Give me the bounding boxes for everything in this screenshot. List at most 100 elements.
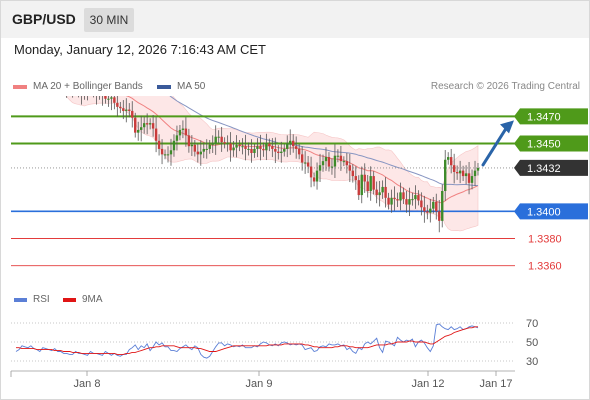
candle-body bbox=[238, 144, 241, 147]
candle-body bbox=[455, 172, 459, 174]
candle-body bbox=[306, 162, 310, 167]
candle-body bbox=[259, 146, 262, 149]
candle-body bbox=[354, 176, 357, 181]
candle-body bbox=[324, 157, 328, 162]
source-label: Research © 2026 Trading Central bbox=[430, 81, 580, 92]
candle-body bbox=[211, 143, 214, 145]
candle-body bbox=[175, 135, 179, 141]
candle-body bbox=[253, 148, 256, 153]
forecast-arrow-head bbox=[500, 120, 514, 134]
candle-body bbox=[98, 93, 100, 94]
candle-body bbox=[286, 143, 289, 149]
rsi-ma-line bbox=[16, 326, 478, 355]
candle-body bbox=[145, 123, 149, 125]
candle-body bbox=[399, 192, 402, 201]
candle-body bbox=[315, 170, 319, 182]
candle-body bbox=[208, 144, 211, 149]
candle-body bbox=[134, 117, 137, 133]
candle-body bbox=[154, 128, 158, 141]
candle-body bbox=[190, 144, 194, 147]
candle-body bbox=[232, 147, 235, 151]
candle-body bbox=[438, 211, 441, 221]
candle-body bbox=[366, 181, 369, 191]
candle-body bbox=[202, 148, 205, 152]
candle-body bbox=[312, 177, 316, 182]
candle-body bbox=[80, 89, 82, 93]
bollinger-label: MA 20 + Bollinger Bands bbox=[33, 81, 143, 92]
candle-body bbox=[384, 186, 387, 198]
x-tick-label: Jan 12 bbox=[411, 378, 444, 390]
rsi-tick-label: 30 bbox=[526, 356, 538, 368]
candle-body bbox=[268, 143, 271, 147]
symbol-title: GBP/USD bbox=[12, 11, 76, 27]
candle-body bbox=[348, 165, 352, 171]
candle-body bbox=[309, 166, 313, 178]
candle-body bbox=[235, 144, 238, 148]
candle-body bbox=[381, 186, 384, 193]
candle-body bbox=[223, 142, 226, 144]
candle-body bbox=[330, 166, 334, 168]
candle-body bbox=[387, 197, 390, 205]
rsi-tick-label: 70 bbox=[526, 318, 538, 330]
candle-body bbox=[464, 173, 468, 177]
candle-body bbox=[92, 87, 94, 90]
candle-body bbox=[274, 148, 277, 152]
x-tick-label: Jan 8 bbox=[74, 378, 101, 390]
ma50-swatch bbox=[157, 84, 171, 89]
candle-body bbox=[142, 123, 146, 128]
candle-body bbox=[363, 174, 366, 182]
candle-body bbox=[184, 128, 188, 136]
candle-body bbox=[262, 148, 265, 151]
legend-ma50: MA 50 bbox=[157, 81, 205, 92]
candle-body bbox=[131, 110, 134, 118]
timeframe-button[interactable]: 30 MIN bbox=[84, 8, 134, 32]
datetime-label: Monday, January 12, 2026 7:16:43 AM CET bbox=[14, 42, 266, 57]
candle-body bbox=[139, 127, 143, 130]
candle-body bbox=[470, 176, 474, 183]
candle-body bbox=[336, 155, 340, 157]
candle-body bbox=[205, 148, 208, 150]
legend-9ma: 9MA bbox=[63, 294, 103, 305]
candle-body bbox=[181, 128, 185, 130]
x-tick-label: Jan 17 bbox=[479, 378, 512, 390]
candle-body bbox=[116, 102, 119, 107]
candle-body bbox=[86, 87, 88, 91]
candle-body bbox=[429, 208, 432, 213]
level-badge bbox=[514, 108, 588, 125]
level-badge bbox=[514, 159, 588, 176]
candle-body bbox=[461, 170, 465, 177]
candle-body bbox=[65, 84, 67, 87]
candle-body bbox=[289, 140, 292, 144]
candle-body bbox=[467, 173, 471, 183]
candle-body bbox=[110, 97, 113, 99]
candle-body bbox=[452, 165, 456, 172]
candle-body bbox=[193, 144, 197, 152]
candle-body bbox=[128, 109, 131, 111]
legend-bollinger: MA 20 + Bollinger Bands bbox=[13, 81, 143, 92]
level-badge bbox=[514, 135, 588, 152]
candle-body bbox=[372, 176, 375, 190]
candle-body bbox=[476, 167, 480, 171]
candle-body bbox=[214, 136, 217, 144]
candle-body bbox=[321, 161, 325, 166]
candle-body bbox=[166, 154, 170, 156]
candle-body bbox=[339, 155, 343, 162]
candle-body bbox=[125, 109, 128, 111]
candle-body bbox=[333, 155, 337, 167]
candle-body bbox=[420, 200, 423, 208]
candle-body bbox=[265, 143, 268, 151]
candle-body bbox=[423, 207, 426, 212]
candle-body bbox=[402, 192, 405, 200]
candle-body bbox=[83, 91, 85, 94]
level-badge bbox=[514, 203, 588, 220]
candle-body bbox=[220, 136, 223, 143]
candle-body bbox=[244, 146, 247, 149]
level-label: 1.3380 bbox=[528, 234, 562, 246]
candle-body bbox=[107, 98, 110, 100]
candle-body bbox=[280, 151, 283, 153]
candle-body bbox=[300, 154, 304, 163]
candle-body bbox=[77, 87, 79, 90]
ma50-line bbox=[169, 96, 478, 186]
candle-body bbox=[473, 170, 477, 177]
candle-body bbox=[157, 140, 161, 149]
